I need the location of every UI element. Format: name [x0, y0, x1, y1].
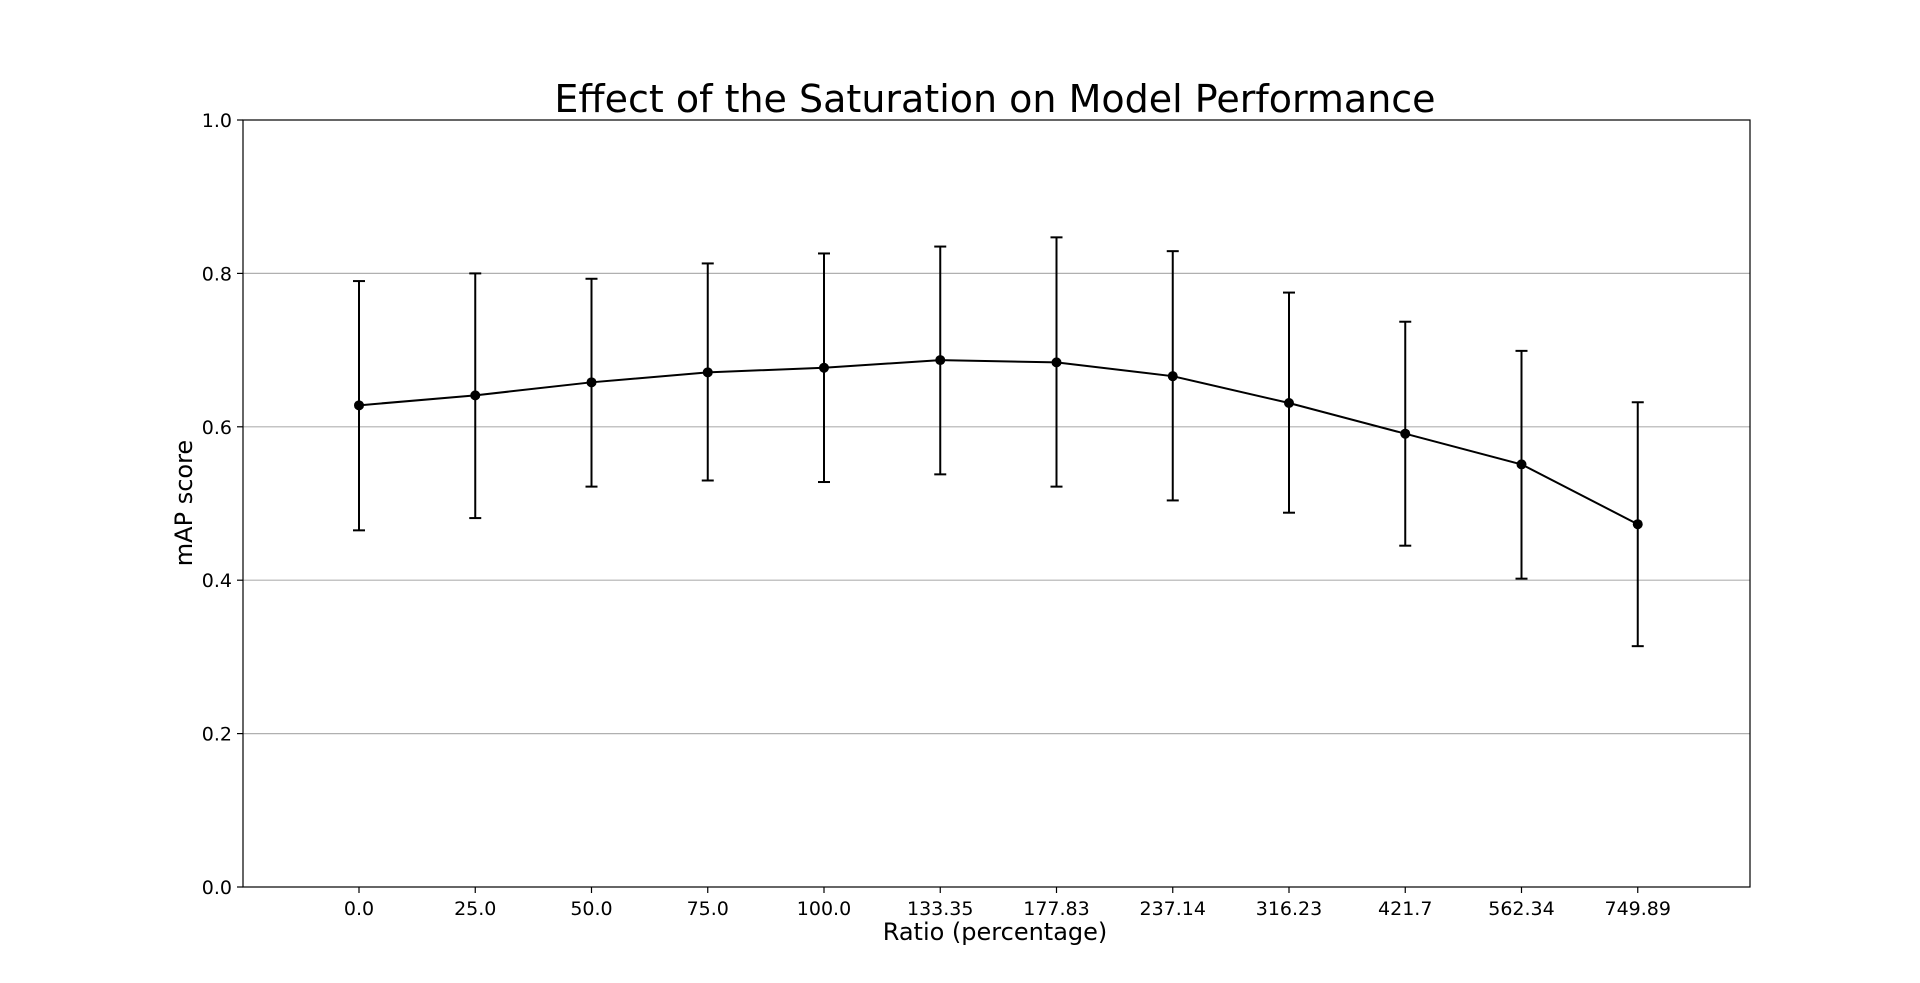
- series-line: [358, 359, 1639, 526]
- x-axis-label: Ratio (percentage): [883, 918, 1108, 946]
- data-point: [1284, 398, 1294, 409]
- y-tick-label: 0.4: [202, 570, 232, 592]
- x-tick-label: 0.0: [344, 898, 374, 920]
- x-tick-label: 237.14: [1140, 898, 1206, 920]
- y-tick-label: 0.2: [202, 724, 232, 746]
- y-tick-label: 0.6: [202, 417, 232, 439]
- data-point: [470, 390, 481, 401]
- y-axis-label: mAP score: [170, 440, 198, 566]
- x-tick-label: 749.89: [1605, 898, 1671, 920]
- error-bars: [353, 236, 1644, 648]
- x-tick-label: 421.7: [1378, 898, 1432, 920]
- x-tick-label: 562.34: [1488, 898, 1554, 920]
- y-axis-ticks: 0.0 0.2 0.4 0.6 0.8 1.0: [202, 110, 243, 899]
- data-point: [1051, 357, 1062, 368]
- chart-title: Effect of the Saturation on Model Perfor…: [554, 77, 1435, 121]
- data-point: [1400, 428, 1411, 439]
- x-tick-label: 25.0: [454, 898, 496, 920]
- data-point: [586, 377, 597, 388]
- x-axis-ticks: 0.0 25.0 50.0 75.0 100.0 133.35 177.83 237.14 31…: [344, 887, 1671, 920]
- data-point: [1167, 371, 1178, 382]
- data-point: [354, 400, 364, 411]
- y-tick-label: 1.0: [202, 110, 232, 132]
- y-tick-label: 0.8: [202, 263, 232, 285]
- x-tick-label: 50.0: [570, 898, 612, 920]
- data-point: [702, 367, 713, 378]
- data-point: [1516, 459, 1527, 470]
- x-tick-label: 100.0: [797, 898, 851, 920]
- y-tick-label: 0.0: [202, 877, 232, 899]
- x-tick-label: 177.83: [1023, 898, 1089, 920]
- gridlines: [243, 272, 1750, 735]
- data-point: [1632, 519, 1643, 530]
- data-point: [819, 362, 829, 373]
- x-tick-label: 316.23: [1256, 898, 1322, 920]
- data-point: [935, 355, 946, 366]
- data-points: [354, 355, 1643, 530]
- x-tick-label: 133.35: [907, 898, 973, 920]
- x-tick-label: 75.0: [687, 898, 729, 920]
- plot-frame: [242, 119, 1751, 888]
